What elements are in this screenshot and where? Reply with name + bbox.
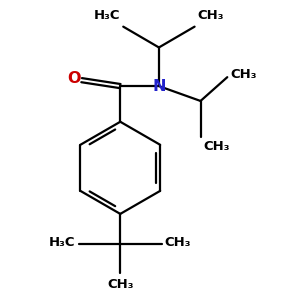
Text: CH₃: CH₃: [230, 68, 257, 81]
Text: CH₃: CH₃: [107, 278, 134, 291]
Text: CH₃: CH₃: [165, 236, 191, 249]
Text: O: O: [68, 71, 81, 86]
Text: CH₃: CH₃: [203, 140, 230, 153]
Text: CH₃: CH₃: [198, 9, 224, 22]
Text: H₃C: H₃C: [94, 9, 120, 22]
Text: H₃C: H₃C: [49, 236, 76, 249]
Text: N: N: [152, 79, 166, 94]
